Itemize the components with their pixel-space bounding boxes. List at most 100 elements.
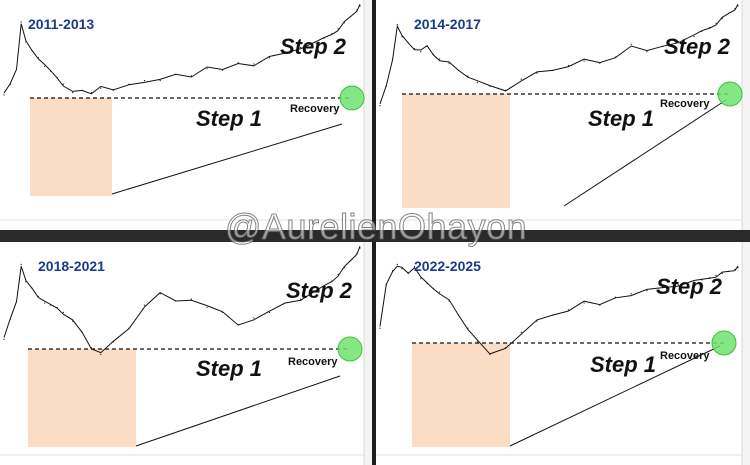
price-point [343,22,345,24]
price-point [237,323,239,326]
price-point [505,347,507,349]
recovery-circle [717,81,743,107]
price-point [599,62,601,64]
price-point [112,89,114,91]
price-point [3,94,5,96]
drawdown-highlight-box [402,94,510,208]
price-axis-strip [742,242,750,465]
price-point [221,311,224,313]
price-point [206,306,208,309]
chart-svg [0,242,372,465]
price-point [206,68,208,70]
price-series-line [379,265,739,355]
chart-panel-2011-2013: 2011-2013 Step 2 Step 1 Recovery [0,0,372,230]
price-point [457,314,460,316]
step2-label: Step 2 [286,278,353,303]
price-point [15,300,18,302]
price-point [385,284,387,286]
price-point [432,53,434,55]
price-point [552,69,554,71]
support-trend-line [509,345,721,447]
price-point [396,23,398,26]
price-point [505,89,507,91]
chart-svg [0,0,372,230]
recovery-label: Recovery [288,356,338,368]
price-point [15,68,18,70]
price-point [31,50,33,52]
price-point [56,76,58,78]
price-axis-strip [364,242,372,465]
panel-title: 2022-2025 [414,258,481,274]
price-point [379,105,381,107]
price-point [407,42,409,44]
price-point [630,43,632,45]
price-point [323,37,325,39]
price-point [413,47,416,50]
price-point [391,58,394,60]
price-point [614,56,617,58]
price-point [315,42,317,44]
price-point [457,69,460,71]
price-point [439,291,441,293]
price-point [401,36,403,38]
price-point [300,46,302,49]
panel-title: 2014-2017 [414,16,481,32]
price-series-line [379,3,739,105]
price-point [467,75,469,77]
price-point [25,281,27,283]
price-point [159,293,161,295]
price-point [284,52,286,54]
price-point [448,300,450,302]
price-point [90,92,93,94]
step2-label: Step 2 [656,274,723,299]
price-point [323,285,325,287]
price-point [72,92,74,94]
panel-title: 2018-2021 [38,258,105,274]
step1-label: Step 1 [196,356,263,381]
step2-label: Step 2 [664,34,731,59]
price-point [727,12,730,14]
price-point [112,341,114,343]
watermark-text: @AurelienOhayon [224,206,528,248]
price-axis-strip [742,0,750,230]
price-point [100,353,102,356]
price-point [253,63,255,65]
price-point [72,320,74,322]
price-point [159,80,161,82]
drawdown-highlight-box [412,343,510,447]
price-series-line [3,3,361,95]
panel-divider [0,230,750,242]
price-axis-strip [364,0,372,230]
price-point [721,272,723,274]
price-point [143,80,146,82]
price-point [50,304,52,306]
price-point [43,65,46,67]
price-point [62,311,64,313]
price-point [343,267,345,269]
price-point [337,273,339,275]
price-point [413,265,416,268]
recovery-label: Recovery [660,350,710,362]
price-point [396,263,398,265]
price-point [715,22,717,24]
price-point [3,338,5,340]
price-point [536,320,538,322]
price-point [128,83,130,85]
price-point [734,268,736,271]
price-point [284,302,286,304]
price-point [50,70,52,73]
price-point [62,83,64,85]
chart-panel-2022-2025: 2022-2025 Step 2 Step 1 Recovery [376,242,750,465]
step1-label: Step 1 [590,352,657,377]
price-point [662,287,664,289]
price-point [20,263,22,265]
chart-svg [376,242,750,465]
price-point [315,291,317,293]
step2-label: Step 2 [280,34,347,59]
step1-label: Step 1 [196,106,263,131]
price-point [37,295,39,297]
price-point [37,57,39,59]
price-point [583,302,585,304]
price-point [356,252,358,254]
price-point [489,85,491,87]
